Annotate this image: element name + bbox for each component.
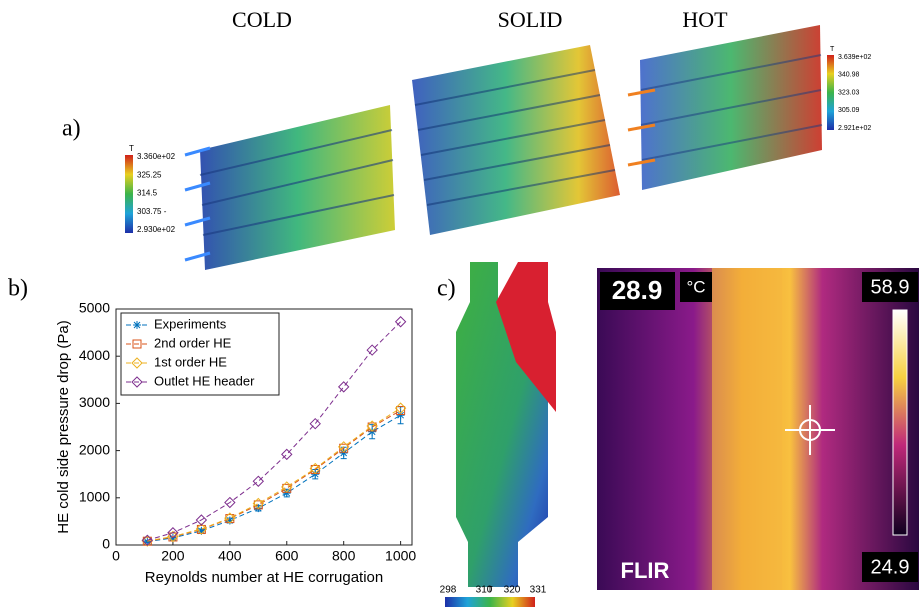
colorbar-label: 305.09 <box>838 107 860 114</box>
legend-label: Experiments <box>154 316 227 331</box>
cold-colorbar <box>125 155 133 233</box>
legend-label: 1st order HE <box>154 354 227 369</box>
x-tick-label: 200 <box>161 548 185 564</box>
colorbar-label: 2.930e+02 <box>137 225 176 234</box>
hot-colorbar <box>827 55 834 130</box>
y-tick-label: 5000 <box>79 300 110 316</box>
series-line <box>147 410 400 541</box>
colorbar-label: 310 <box>476 585 493 596</box>
colorbar-title: T <box>129 144 134 153</box>
y-axis-label: HE cold side pressure drop (Pa) <box>55 320 72 533</box>
y-tick-label: 3000 <box>79 394 110 410</box>
legend-label: Outlet HE header <box>154 373 255 388</box>
colorbar-label: 331 <box>530 585 547 596</box>
x-tick-label: 600 <box>275 548 299 564</box>
legend-marker <box>133 321 141 329</box>
series-line <box>147 408 400 541</box>
y-tick-label: 0 <box>102 536 110 552</box>
hot-exchanger <box>628 25 822 190</box>
x-axis-label: Reynolds number at HE corrugation <box>145 569 383 586</box>
solid-exchanger <box>412 45 620 235</box>
legend-label: 2nd order HE <box>154 335 232 350</box>
thermal-image <box>597 268 919 590</box>
colorbar-label: 323.03 <box>838 89 860 96</box>
brand-logo: FLIR <box>621 558 670 583</box>
cold-exchanger <box>185 105 395 270</box>
marker <box>339 382 349 392</box>
figure: COLD SOLID HOT a) b) c) 28.9 °C 58.9 24.… <box>0 0 919 613</box>
colorbar-label: 298 <box>440 585 457 596</box>
x-tick-label: 800 <box>332 548 356 564</box>
x-tick-label: 0 <box>112 548 120 564</box>
y-tick-label: 2000 <box>79 441 110 457</box>
thermal-temperature: 28.9 <box>612 275 663 305</box>
colorbar-label: 303.75 - <box>137 207 167 216</box>
c-colorbar <box>445 597 535 607</box>
panel-title: HOT <box>682 7 728 32</box>
colorbar-label: 314.5 <box>137 189 158 198</box>
marker <box>397 411 405 419</box>
thermal-min: 24.9 <box>871 556 910 578</box>
header-model <box>456 262 556 587</box>
panel-label: b) <box>8 276 28 302</box>
colorbar-label: 325.25 <box>137 170 162 179</box>
colorbar-label: 340.98 <box>838 72 860 79</box>
y-tick-label: 4000 <box>79 347 110 363</box>
x-tick-label: 1000 <box>385 548 416 564</box>
panel-label: c) <box>437 276 456 302</box>
panel-title: SOLID <box>498 7 563 32</box>
thermal-unit: °C <box>686 277 705 296</box>
thermal-max: 58.9 <box>871 276 910 298</box>
colorbar-label: 3.639e+02 <box>838 54 871 61</box>
colorbar-label: 2.921e+02 <box>838 125 871 132</box>
x-tick-label: 400 <box>218 548 242 564</box>
panel-title: COLD <box>232 7 292 32</box>
panel-label: a) <box>62 116 81 142</box>
colorbar-title: T <box>830 46 835 53</box>
y-tick-label: 1000 <box>79 489 110 505</box>
colorbar-label: 320 <box>504 585 521 596</box>
colorbar-label: 3.360e+02 <box>137 152 176 161</box>
